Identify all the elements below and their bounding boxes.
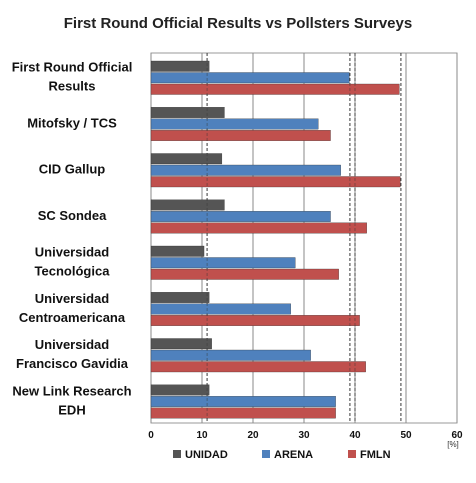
category-label: New Link Research	[12, 383, 131, 398]
x-tick-label: 60	[451, 430, 463, 441]
category-label: Tecnológica	[35, 264, 111, 279]
bar-unidad-7	[150, 384, 210, 396]
bar-arena-5	[150, 303, 291, 315]
x-tick-label: 0	[148, 430, 154, 441]
bar-arena-7	[150, 396, 336, 407]
x-tick-label: 40	[349, 430, 361, 441]
legend-swatch-fmln	[348, 450, 356, 458]
bar-unidad-2	[150, 153, 223, 165]
legend: UNIDAD ARENA FMLN	[173, 449, 391, 461]
category-label: Universidad	[35, 291, 109, 306]
category-label: CID Gallup	[39, 162, 106, 177]
bar-arena-1	[150, 118, 319, 130]
bar-fmln-0	[150, 83, 400, 95]
bar-fmln-2	[150, 176, 401, 188]
category-label: Universidad	[35, 337, 109, 352]
legend-label-unidad: UNIDAD	[185, 449, 228, 461]
x-tick-label: 10	[196, 430, 208, 441]
bar-fmln-1	[150, 130, 331, 141]
legend-swatch-unidad	[173, 450, 181, 458]
category-label: Francisco Gavidia	[16, 356, 129, 371]
category-label: First Round Official	[12, 60, 133, 75]
x-tick-labels: 0 10 20 30 40 50 60	[148, 430, 463, 441]
bar-unidad-3	[150, 199, 225, 211]
bar-unidad-0	[150, 60, 210, 72]
bar-unidad-6	[150, 338, 212, 350]
category-label: Mitofsky / TCS	[27, 115, 117, 130]
category-label: Results	[49, 79, 96, 94]
bar-unidad-4	[150, 245, 205, 257]
bar-fmln-7	[150, 407, 336, 419]
x-tick-label: 30	[298, 430, 310, 441]
bars	[150, 53, 402, 423]
legend-label-arena: ARENA	[274, 449, 313, 461]
legend-swatch-arena	[262, 450, 270, 458]
x-tick-label: 50	[400, 430, 412, 441]
category-label: Centroamericana	[19, 310, 126, 325]
bar-fmln-3	[150, 222, 367, 234]
category-labels: First Round Official Results Mitofsky / TC…	[12, 60, 133, 418]
x-tick-label: 20	[247, 430, 259, 441]
bar-fmln-5	[150, 315, 360, 326]
legend-label-fmln: FMLN	[360, 449, 391, 461]
bar-fmln-4	[150, 268, 339, 280]
bar-arena-2	[150, 164, 341, 176]
bar-arena-6	[150, 349, 311, 361]
bar-arena-3	[150, 211, 331, 222]
bar-unidad-1	[150, 107, 225, 118]
category-label: EDH	[58, 402, 85, 417]
bar-fmln-6	[150, 361, 366, 373]
bar-arena-4	[150, 257, 296, 269]
category-label: SC Sondea	[38, 208, 107, 223]
chart-title: First Round Official Results vs Pollster…	[64, 15, 412, 32]
category-label: Universidad	[35, 245, 109, 260]
x-axis-unit: [%]	[447, 440, 459, 449]
bar-arena-0	[150, 72, 350, 84]
bar-unidad-5	[150, 292, 210, 303]
